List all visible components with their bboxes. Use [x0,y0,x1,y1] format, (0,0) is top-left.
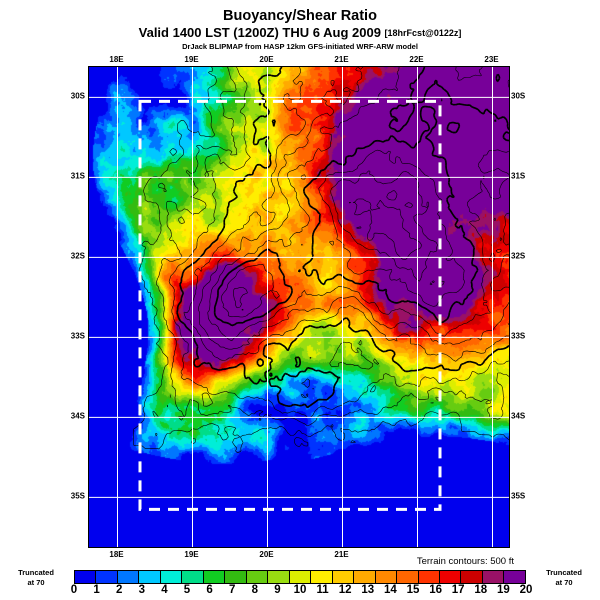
lat-tick-left: 34S [70,411,85,421]
color-scale-swatch [504,571,525,583]
color-scale-swatch [139,571,161,583]
lat-tick-left: 33S [70,331,85,341]
color-scale-tick: 2 [115,584,123,596]
color-scale-tick: 7 [228,584,236,596]
color-scale-swatch [246,571,269,583]
color-scale-swatch [482,571,505,583]
truncated-note-left: Truncated at 70 [8,568,64,588]
color-scale-swatch [203,571,226,583]
color-scale-tick: 0 [70,584,78,596]
lon-tick-bottom: 21E [334,550,349,559]
color-scale-swatch [461,571,483,583]
color-scale-tick: 19 [496,584,510,596]
color-scale-tick: 14 [383,584,397,596]
lat-tick-right: 30S [511,91,526,101]
color-scale-swatch [439,571,462,583]
color-scale-swatch [418,571,440,583]
color-scale-swatch [354,571,376,583]
terrain-contour-overlay [133,67,509,453]
color-scale-swatch [160,571,183,583]
color-scale-tick: 17 [451,584,465,596]
truncated-right-line2: at 70 [555,578,573,587]
lon-tick-bottom: 19E [184,550,199,559]
color-scale-tick-labels: 0 1 2 3 4 5 6 7 8 9 10 11 12 13 14 15 16 17 18 19 20 [70,584,533,598]
color-scale-tick: 4 [161,584,168,596]
lat-tick-right: 35S [511,491,526,501]
color-scale-tick: 12 [338,584,352,596]
lon-tick-top: 19E [184,55,199,64]
valid-label: Valid 1400 LST (1200Z) THU 6 Aug 2009 [138,25,381,40]
color-scale-swatch [375,571,398,583]
color-scale-tick: 18 [474,584,488,596]
model-source-line: DrJack BLIPMAP from HASP 12km GFS-initia… [182,42,418,51]
lat-tick-left: 31S [70,171,85,181]
color-scale-tick: 8 [251,584,258,596]
color-scale-tick: 3 [138,584,145,596]
lat-tick-right: 34S [511,411,526,421]
lat-tick-left: 30S [70,91,85,101]
lon-tick-bottom: 20E [259,550,274,559]
lat-tick-right: 32S [511,251,526,261]
inner-domain-box [138,99,442,511]
truncated-left-line2: at 70 [27,578,45,587]
lat-tick-left: 32S [70,251,85,261]
lon-tick-top: 18E [109,55,124,64]
lon-tick-top: 23E [484,55,499,64]
color-scale-swatch [75,571,97,583]
valid-time-line: Valid 1400 LST (1200Z) THU 6 Aug 2009 [1… [0,25,600,41]
title-block: Buoyancy/Shear Ratio Valid 1400 LST (120… [0,8,600,52]
color-scale-tick: 9 [274,584,281,596]
latlon-grid-overlay [89,67,509,547]
map-plot-area[interactable] [88,66,510,548]
color-scale-tick: 15 [406,584,420,596]
color-scale-tick: 13 [361,584,375,596]
page-title: Buoyancy/Shear Ratio [223,8,377,24]
lon-tick-bottom: 18E [109,550,124,559]
color-scale-swatch [182,571,204,583]
color-scale-swatch [117,571,140,583]
color-scale-tick: 20 [519,584,533,596]
color-scale-swatch [397,571,419,583]
lon-tick-top: 21E [334,55,349,64]
color-scale-swatch [268,571,290,583]
lat-tick-right: 33S [511,331,526,341]
lon-tick-top: 20E [259,55,274,64]
color-scale-tick: 1 [93,584,100,596]
truncated-left-line1: Truncated [18,568,54,577]
color-scale-tick: 6 [206,584,213,596]
color-scale-swatch [332,571,355,583]
lat-tick-left: 35S [70,491,85,501]
terrain-contour-line [176,67,509,409]
color-scale-swatch [225,571,247,583]
lon-tick-top: 22E [409,55,424,64]
color-scale-bar[interactable] [74,570,526,584]
color-scale-tick: 5 [183,584,191,596]
color-scale-tick: 11 [316,584,329,596]
truncated-note-right: Truncated at 70 [536,568,592,588]
terrain-contour-note: Terrain contours: 500 ft [416,556,514,567]
color-scale-swatch [96,571,118,583]
color-scale-swatch [289,571,312,583]
color-scale-swatch [311,571,333,583]
lat-tick-right: 31S [511,171,526,181]
truncated-right-line1: Truncated [546,568,582,577]
forecast-tag: [18hrFcst@0122z] [384,28,462,38]
color-scale-tick: 10 [293,584,307,596]
color-scale-tick: 16 [429,584,442,596]
